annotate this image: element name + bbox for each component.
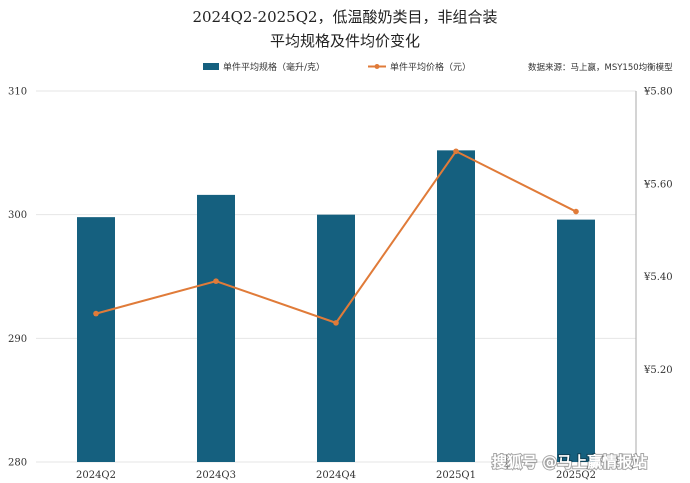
x-tick-label: 2024Q3 — [196, 470, 236, 481]
x-tick-label: 2025Q2 — [556, 470, 596, 481]
line-series — [93, 148, 579, 326]
bar — [317, 214, 355, 462]
watermark: 搜狐号 @马上赢情报站 — [492, 453, 647, 471]
y-left-tick-label: 290 — [8, 334, 27, 345]
legend-line-marker — [374, 64, 380, 69]
y-right-tick-label: ¥5.80 — [643, 87, 673, 98]
y-left-tick-label: 300 — [8, 210, 27, 221]
bar — [437, 150, 475, 463]
price-point — [93, 310, 99, 317]
chart-title-line2: 平均规格及件均价变化 — [270, 32, 420, 50]
legend-bar-swatch — [203, 63, 219, 70]
x-tick-label: 2025Q1 — [436, 470, 476, 481]
legend-line-label: 单件平均价格（元） — [390, 61, 471, 73]
bar — [557, 219, 595, 462]
price-point — [573, 208, 579, 215]
price-point — [213, 278, 219, 284]
legend-bar-label: 单件平均规格（毫升/克） — [223, 61, 325, 73]
axes: 310 300 290 280 ¥5.80 ¥5.60 ¥5.40 ¥5.20 2024Q2 20… — [8, 87, 673, 482]
bar — [77, 217, 115, 462]
bar-series — [77, 150, 595, 463]
bar — [197, 194, 235, 462]
price-point — [333, 320, 339, 326]
source-note: 数据来源：马上赢，MSY150均衡模型 — [528, 62, 673, 73]
y-right-tick-label: ¥5.60 — [643, 179, 673, 190]
x-tick-label: 2024Q2 — [76, 470, 116, 481]
y-right-tick-label: ¥5.40 — [643, 272, 673, 283]
chart-title-line1: 2024Q2-2025Q2，低温酸奶类目，非组合装 — [192, 8, 497, 26]
y-left-tick-label: 310 — [8, 87, 27, 98]
legend: 单件平均规格（毫升/克） 单件平均价格（元） — [203, 61, 471, 73]
y-left-tick-label: 280 — [8, 458, 27, 469]
y-right-tick-label: ¥5.20 — [643, 365, 673, 376]
price-point — [453, 148, 459, 155]
x-tick-label: 2024Q4 — [316, 470, 356, 481]
